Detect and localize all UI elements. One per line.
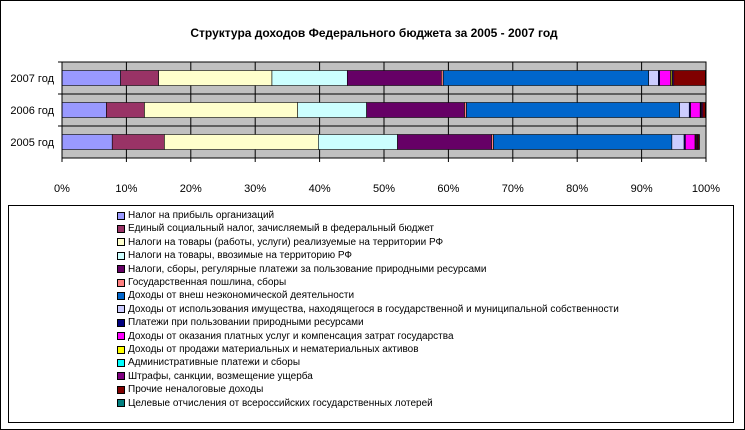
legend-swatch — [117, 251, 125, 260]
x-tick-label: 40% — [309, 183, 331, 195]
legend-label: Единый социальный налог, зачисляемый в ф… — [128, 223, 435, 235]
legend-label: Налоги на товары, ввозимые на территорию… — [128, 250, 353, 262]
legend-swatch — [117, 332, 125, 341]
axes: 0% 10% 20% 30% 40% 50% 60% 70% 80% 90% 100% 2007 го… — [10, 61, 720, 195]
bar-segment — [466, 102, 680, 118]
y-category-label: 2007 год — [10, 73, 54, 85]
bar-segment — [158, 70, 273, 86]
legend-label: Доходы от внеш неэкономической деятельно… — [128, 290, 355, 302]
bar-segment — [271, 70, 348, 86]
legend-item: Целевые отчисления от всероссийских госу… — [117, 397, 433, 410]
legend-swatch — [117, 211, 125, 220]
bar-segment — [702, 102, 706, 118]
bar-segment — [111, 134, 165, 150]
bar-segment — [144, 102, 299, 118]
bar-segment — [164, 134, 319, 150]
legend-item: Налоги на товары, ввозимые на территорию… — [117, 249, 352, 262]
bar-segment — [698, 134, 700, 150]
bar-segment — [61, 134, 113, 150]
y-category-label: 2005 год — [10, 137, 54, 149]
legend-item: Единый социальный налог, зачисляемый в ф… — [117, 222, 434, 235]
bar-segment — [120, 70, 159, 86]
legend-item: Доходы от использования имущества, наход… — [117, 303, 619, 316]
legend-swatch — [117, 291, 125, 300]
bar-segment — [690, 102, 701, 118]
legend-swatch — [117, 278, 125, 287]
legend-label: Налоги, сборы, регулярные платежи за пол… — [128, 263, 487, 275]
bar-segment — [671, 134, 685, 150]
x-tick-label: 60% — [437, 183, 459, 195]
legend-item: Административные платежи и сборы — [117, 356, 300, 369]
x-tick-label: 80% — [566, 183, 588, 195]
bar-segment — [346, 70, 442, 86]
legend-swatch — [117, 358, 125, 367]
x-tick-label: 20% — [180, 183, 202, 195]
bar-segment — [679, 102, 690, 118]
legend: Налог на прибыль организаций Единый социа… — [8, 205, 734, 423]
bar-segment — [442, 70, 649, 86]
x-tick-label: 90% — [631, 183, 653, 195]
legend-swatch — [117, 385, 125, 394]
legend-swatch — [117, 372, 125, 381]
legend-label: Налог на прибыль организаций — [128, 210, 275, 221]
legend-swatch — [117, 305, 125, 314]
legend-swatch — [117, 318, 125, 327]
legend-label: Налоги на товары (работы, услуги) реализ… — [128, 236, 444, 248]
x-tick-label: 50% — [373, 183, 395, 195]
legend-item: Налоги, сборы, регулярные платежи за пол… — [117, 263, 486, 276]
bar-segment — [61, 102, 107, 118]
legend-label: Целевые отчисления от всероссийских госу… — [128, 397, 433, 409]
legend-swatch — [117, 224, 125, 233]
legend-label: Административные платежи и сборы — [128, 357, 301, 369]
bar-segment — [493, 134, 673, 150]
bar-segment — [673, 70, 706, 86]
bar-segment — [106, 102, 145, 118]
bar-segment — [61, 70, 121, 86]
legend-item: Доходы от продажи материальных и нематер… — [117, 343, 419, 356]
bars — [61, 70, 707, 150]
x-tick-label: 70% — [502, 183, 524, 195]
legend-swatch — [117, 265, 125, 274]
legend-item: Прочие неналоговые доходы — [117, 383, 263, 396]
chart-svg: Структура доходов Федерального бюджета з… — [10, 26, 720, 195]
legend-label: Государственная пошлина, сборы — [128, 277, 287, 288]
legend-swatch — [117, 238, 125, 247]
legend-label: Платежи при пользовании природными ресур… — [128, 317, 364, 329]
legend-swatch — [117, 399, 125, 408]
bar-segment — [318, 134, 398, 150]
x-tick-label: 30% — [244, 183, 266, 195]
chart-title: Структура доходов Федерального бюджета з… — [190, 26, 558, 40]
bar-segment — [685, 134, 696, 150]
legend-item: Налог на прибыль организаций — [117, 209, 274, 222]
x-tick-label: 100% — [692, 183, 720, 195]
legend-label: Штрафы, санкции, возмещение ущерба — [128, 370, 313, 382]
y-category-label: 2006 год — [10, 105, 54, 117]
bar-segment — [297, 102, 367, 118]
bar-segment — [659, 70, 671, 86]
legend-item: Платежи при пользовании природными ресур… — [117, 316, 364, 329]
bar-segment — [366, 102, 465, 118]
legend-label: Доходы от использования имущества, наход… — [128, 303, 619, 315]
legend-swatch — [117, 345, 125, 354]
legend-item: Доходы от внеш неэкономической деятельно… — [117, 289, 354, 302]
bar-segment — [648, 70, 659, 86]
x-tick-label: 10% — [115, 183, 137, 195]
plot-border — [61, 61, 707, 159]
bar-segment — [397, 134, 492, 150]
legend-item: Доходы от оказания платных услуг и компе… — [117, 330, 454, 343]
legend-item: Государственная пошлина, сборы — [117, 276, 286, 289]
legend-label: Прочие неналоговые доходы — [128, 384, 264, 396]
legend-label: Доходы от оказания платных услуг и компе… — [128, 330, 454, 342]
x-tick-label: 0% — [54, 183, 70, 195]
legend-item: Налоги на товары (работы, услуги) реализ… — [117, 236, 443, 249]
legend-item: Штрафы, санкции, возмещение ущерба — [117, 370, 313, 383]
legend-label: Доходы от продажи материальных и нематер… — [128, 344, 419, 355]
